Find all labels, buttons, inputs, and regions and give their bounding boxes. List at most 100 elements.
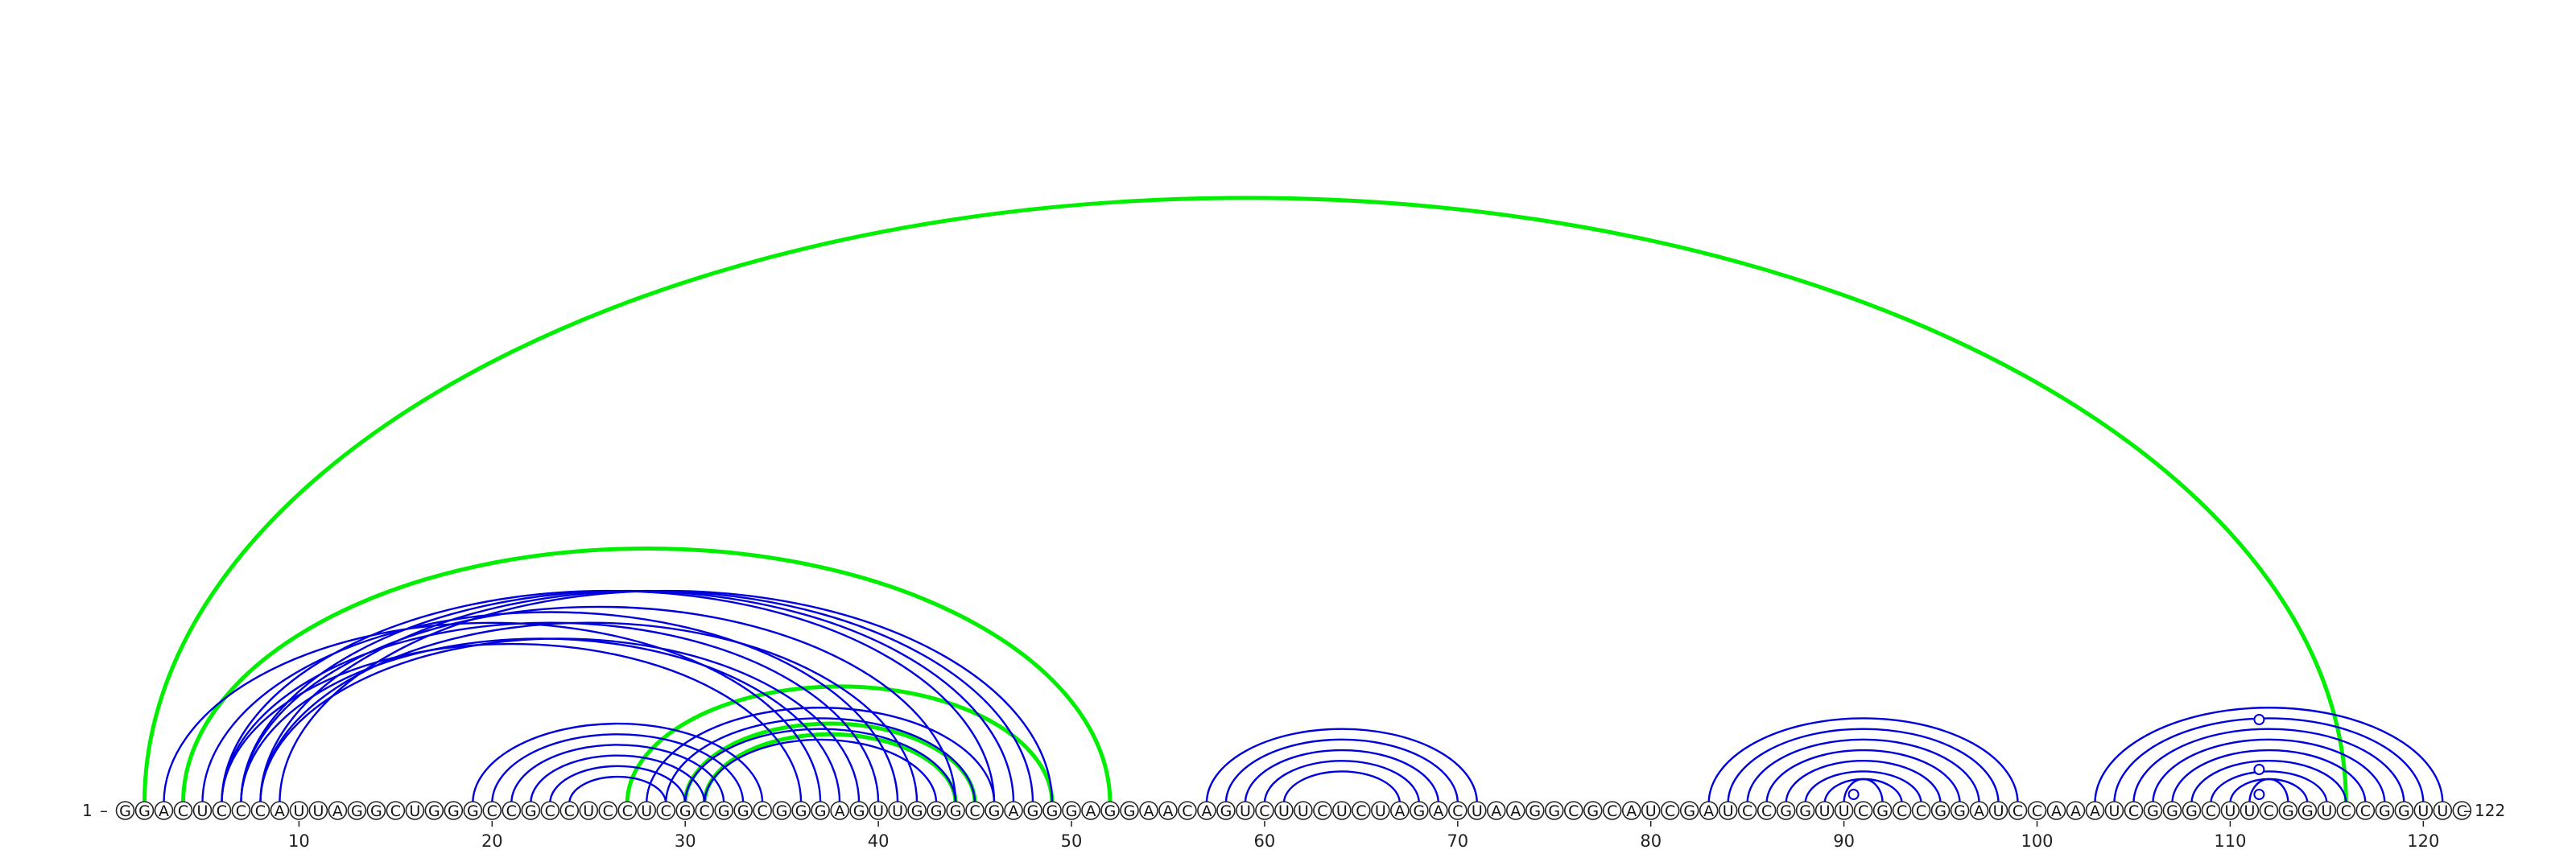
nucleotide-77: G [1587, 802, 1599, 820]
nucleotide-76: C [1568, 802, 1579, 820]
nucleotide-52: G [1104, 802, 1117, 820]
nucleotide-69: A [1433, 802, 1443, 820]
pseudoknot-arc-4-52 [183, 548, 1110, 803]
nucleotide-98: U [1993, 802, 2004, 820]
nucleotide-116: C [2341, 802, 2351, 820]
nucleotide-99: C [2013, 802, 2023, 820]
nucleotide-111: U [2244, 802, 2255, 820]
nucleotide-5: U [196, 802, 208, 820]
pseudoknot-arcs [144, 198, 2346, 803]
nucleotide-47: A [1009, 802, 1019, 820]
nucleotide-113: G [2282, 802, 2294, 820]
nucleotide-6: C [217, 802, 227, 820]
nucleotide-110: U [2224, 802, 2235, 820]
nucleotide-13: G [351, 802, 363, 820]
nucleotide-10: U [293, 802, 304, 820]
nucleotide-48: G [1027, 802, 1039, 820]
nucleotide-81: C [1665, 802, 1675, 820]
start-dash: – [100, 801, 108, 820]
stem-arc-22-31 [530, 756, 704, 803]
start-label: 1 [82, 801, 93, 820]
stem-arc-88-94 [1806, 771, 1922, 803]
nucleotide-2: G [138, 802, 151, 820]
tick-label-90: 90 [1833, 831, 1855, 851]
nucleotide-3: A [159, 802, 169, 820]
nucleotide-17: G [428, 802, 440, 820]
nucleotide-29: C [661, 802, 671, 820]
nucleotide-97: A [1974, 802, 1984, 820]
nucleotide-44: G [950, 802, 962, 820]
nucleotide-78: C [1607, 802, 1617, 820]
nucleotide-56: C [1182, 802, 1192, 820]
nucleotide-95: G [1934, 802, 1946, 820]
tick-label-10: 10 [288, 831, 310, 851]
nucleotide-30: G [679, 802, 691, 820]
nucleotide-7: C [236, 802, 246, 820]
nucleotide-115: U [2321, 802, 2332, 820]
nucleotide-103: A [2090, 802, 2100, 820]
stem-arc-89-93 [1825, 779, 1902, 803]
tick-label-30: 30 [675, 831, 696, 851]
nucleotide-37: G [815, 802, 827, 820]
nucleotide-79: A [1626, 802, 1637, 820]
nucleotide-45: C [969, 802, 980, 820]
nucleotide-121: U [2437, 802, 2448, 820]
nucleotide-86: C [1761, 802, 1772, 820]
nucleotide-39: G [853, 802, 865, 820]
nucleotide-114: G [2301, 802, 2314, 820]
tick-label-70: 70 [1447, 831, 1468, 851]
end-label: 122 [2475, 801, 2505, 820]
tick-label-40: 40 [868, 831, 890, 851]
nucleotide-11: U [312, 802, 324, 820]
sequence-backbone: GGACUCCCAUUAGGCUGGGCCGCCUCCUCGCGGCGGGAGU… [117, 802, 2471, 820]
nucleotide-112: C [2264, 802, 2274, 820]
stem-arc-60-68 [1265, 761, 1419, 803]
nucleotide-43: G [931, 802, 943, 820]
stem-arc-109-115 [2211, 771, 2326, 803]
nucleotide-42: G [911, 802, 923, 820]
nucleotide-50: G [1066, 802, 1078, 820]
stem-arc-107-117 [2172, 750, 2365, 803]
nucleotide-46: G [989, 802, 1001, 820]
nucleotide-93: C [1897, 802, 1907, 820]
nucleotide-1: G [119, 802, 131, 820]
nucleotide-31: C [700, 802, 710, 820]
nucleotide-73: A [1510, 802, 1521, 820]
nucleotide-36: G [795, 802, 807, 820]
nucleotide-91: C [1858, 802, 1868, 820]
stem-arc-7-38 [241, 638, 840, 803]
nucleotide-108: G [2186, 802, 2198, 820]
nucleotide-84: U [1723, 802, 1734, 820]
nucleotide-118: G [2379, 802, 2391, 820]
nucleotide-60: C [1259, 802, 1269, 820]
stem-arcs [163, 591, 2442, 803]
nucleotide-71: U [1472, 802, 1483, 820]
pseudoknot-arc-2-116 [144, 198, 2346, 803]
nucleotide-64: U [1336, 802, 1348, 820]
nucleotide-89: U [1819, 802, 1831, 820]
nucleotide-80: U [1645, 802, 1657, 820]
nucleotide-65: C [1356, 802, 1366, 820]
nucleotide-59: U [1240, 802, 1251, 820]
nucleotide-117: C [2360, 802, 2371, 820]
nucleotide-105: C [2128, 802, 2139, 820]
tick-label-20: 20 [481, 831, 503, 851]
nucleotide-15: C [390, 802, 401, 820]
nucleotide-88: G [1799, 802, 1811, 820]
nucleotide-75: G [1548, 802, 1560, 820]
tick-label-110: 110 [2214, 831, 2246, 851]
nucleotide-4: C [178, 802, 188, 820]
nucleotide-96: G [1954, 802, 1966, 820]
nucleotide-8: C [255, 802, 266, 820]
tick-label-120: 120 [2407, 831, 2439, 851]
nucleotide-34: C [758, 802, 768, 820]
loop-marker-2 [2254, 790, 2264, 799]
nucleotide-87: G [1780, 802, 1792, 820]
nucleotide-26: C [603, 802, 613, 820]
nucleotide-101: A [2051, 802, 2062, 820]
tick-label-80: 80 [1640, 831, 1662, 851]
stem-arc-87-95 [1786, 761, 1941, 803]
nucleotide-35: G [776, 802, 788, 820]
end-dash: – [2463, 801, 2471, 820]
nucleotide-74: G [1529, 802, 1541, 820]
